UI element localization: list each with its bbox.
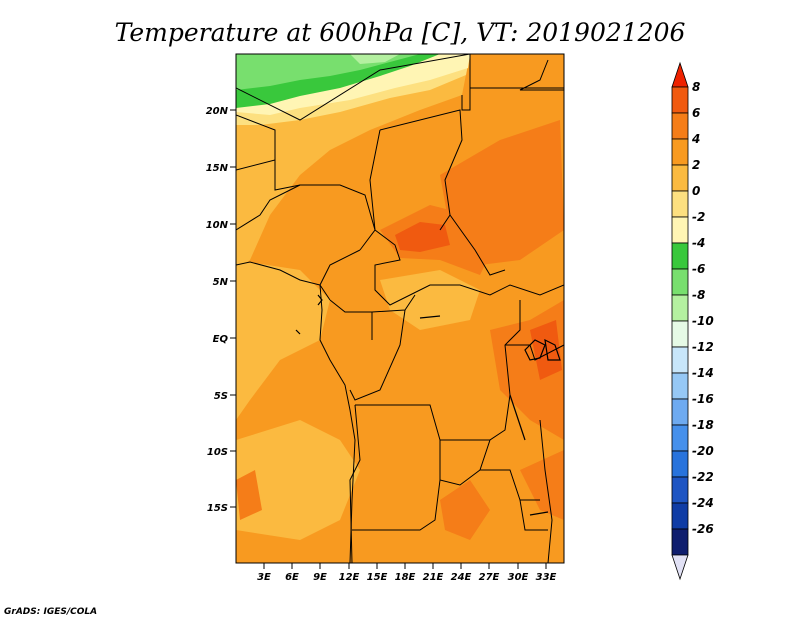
colorbar-segment	[671, 346, 689, 374]
colorbar-label: -10	[692, 314, 714, 328]
lon-tick-label: 6E	[285, 572, 299, 583]
temperature-field	[236, 54, 564, 563]
figure-title: Temperature at 600hPa [C], VT: 201902120…	[115, 18, 686, 47]
field-4-to-6-south	[440, 480, 490, 540]
lon-tick-label: 18E	[395, 572, 416, 583]
colorbar-segment	[671, 268, 689, 296]
colorbar-label: -24	[692, 496, 714, 510]
lat-tick-label: 5N	[213, 277, 229, 288]
lat-axis: 20N 15N 10N 5N EQ 5S 10S 15S	[206, 106, 236, 514]
coastline-red-sea	[519, 59, 564, 91]
field-4-to-6-southeast	[520, 450, 564, 520]
lon-tick-label: 24E	[451, 572, 472, 583]
lat-tick-label: 10S	[207, 447, 228, 458]
colorbar-label: -22	[692, 470, 714, 484]
colorbar-segment	[671, 450, 689, 478]
lakes	[295, 294, 561, 516]
colorbar-segment	[671, 528, 689, 556]
lon-tick-label: 3E	[257, 572, 271, 583]
colorbar-label: -2	[692, 210, 705, 224]
field-minus10-to-minus8	[350, 54, 400, 64]
colorbar-segment	[671, 372, 689, 400]
country-borders	[236, 54, 564, 563]
lon-tick-label: 15E	[367, 572, 388, 583]
lon-tick-label: 27E	[479, 572, 500, 583]
field-minus8-to-minus6	[236, 54, 420, 90]
grads-credit: GrADS: IGES/COLA	[4, 607, 97, 617]
colorbar-segment	[671, 424, 689, 452]
colorbar-segment	[671, 320, 689, 348]
field-0-to-2-west	[236, 260, 330, 420]
lon-tick-label: 9E	[313, 572, 327, 583]
colorbar-segment	[671, 294, 689, 322]
colorbar-segment	[671, 502, 689, 530]
colorbar-bottom-arrow	[671, 554, 689, 581]
field-0-to-2-southwest	[236, 420, 360, 540]
colorbar-label: -18	[692, 418, 714, 432]
colorbar-segment	[671, 242, 689, 270]
colorbar-label: 0	[692, 184, 700, 198]
lat-tick-label: 5S	[214, 391, 228, 402]
colorbar-label: 8	[692, 80, 700, 94]
colorbar-label: 4	[691, 132, 700, 146]
colorbar-segment	[671, 138, 689, 166]
lat-tick-label: 15S	[207, 503, 228, 514]
colorbar-label: -14	[692, 366, 714, 380]
colorbar-segment	[671, 398, 689, 426]
field-6-to-8-central	[395, 222, 450, 252]
colorbar-segment	[671, 216, 689, 244]
colorbar-label: -6	[692, 262, 705, 276]
colorbar-segment	[671, 164, 689, 192]
colorbar: 8 6 4 2 0 -2 -4 -6 -8 -10 -12 -14 -16 -18 -20 -22 -24 -26	[671, 61, 714, 581]
lon-tick-label: 12E	[339, 572, 360, 583]
map-frame	[235, 53, 565, 564]
field-4-to-6-southwest	[236, 470, 262, 520]
colorbar-segment	[671, 476, 689, 504]
colorbar-label: -12	[692, 340, 714, 354]
colorbar-label: 2	[692, 158, 700, 172]
colorbar-label: -26	[692, 522, 714, 536]
lat-tick-label: 10N	[206, 220, 229, 231]
lon-tick-label: 30E	[508, 572, 529, 583]
colorbar-segment	[671, 86, 689, 114]
lon-tick-label: 21E	[423, 572, 444, 583]
lon-axis: 3E 6E 9E 12E 15E 18E 21E 24E 27E 30E 33E	[257, 563, 557, 583]
lat-tick-label: 20N	[206, 106, 229, 117]
colorbar-label: -8	[692, 288, 705, 302]
lon-tick-label: 33E	[536, 572, 557, 583]
lat-tick-label: EQ	[213, 334, 229, 345]
colorbar-top-arrow	[671, 61, 689, 88]
colorbar-label: 6	[692, 106, 700, 120]
coastline-west	[236, 261, 356, 563]
colorbar-segment	[671, 112, 689, 140]
colorbar-segment	[671, 190, 689, 218]
colorbar-label: -20	[692, 444, 714, 458]
colorbar-label: -4	[692, 236, 705, 250]
colorbar-label: -16	[692, 392, 714, 406]
lat-tick-label: 15N	[206, 163, 229, 174]
